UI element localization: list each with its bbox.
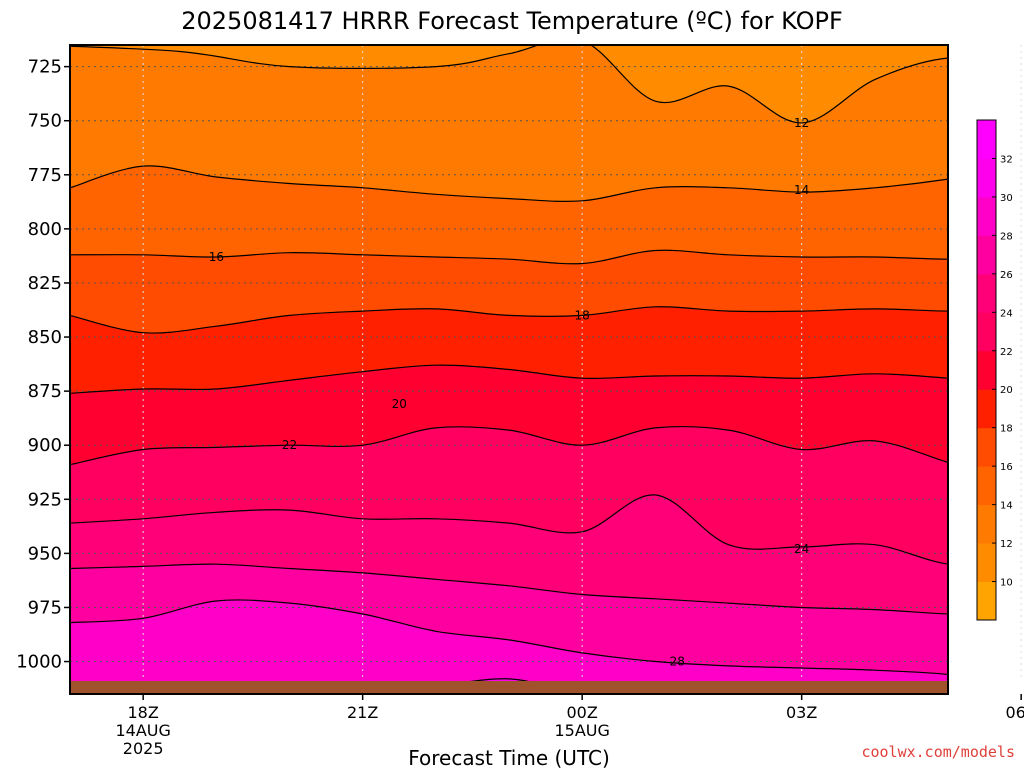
x-tick-label: 06Z: [1006, 703, 1024, 722]
colorbar-segment: [977, 235, 996, 275]
contour-line-18: [70, 306, 948, 334]
contour-line-14: [70, 165, 948, 202]
contour-label-24: 24: [794, 542, 809, 556]
colorbar-tick-label: 12: [1000, 539, 1013, 550]
y-tick-label: 975: [28, 597, 62, 618]
y-tick-label: 900: [28, 435, 62, 456]
y-tick-label: 850: [28, 327, 62, 348]
y-tick-label: 725: [28, 57, 62, 78]
contour-line-16: [70, 249, 948, 265]
contour-line-24: [70, 494, 948, 565]
x-tick-label: 15AUG: [554, 721, 609, 740]
x-axis-label: Forecast Time (UTC): [408, 746, 610, 768]
colorbar-segment: [977, 581, 996, 621]
colorbar-tick-label: 30: [1000, 193, 1013, 204]
contour-line-28: [70, 599, 948, 676]
colorbar-segment: [977, 120, 996, 159]
y-tick-label: 925: [28, 489, 62, 510]
y-tick-label: 875: [28, 381, 62, 402]
x-tick-label: 14AUG: [115, 721, 170, 740]
x-tick-label: 2025: [123, 739, 164, 758]
contour-label-12: 12: [794, 116, 809, 130]
y-tick-label: 750: [28, 111, 62, 132]
colorbar-tick-label: 14: [1000, 501, 1013, 512]
y-tick-label: 950: [28, 543, 62, 564]
y-tick-label: 825: [28, 273, 62, 294]
colorbar-segment: [977, 312, 996, 352]
y-axis-ticks: 725 750 775 800 825 850 875 900 925 950 975 1000: [16, 57, 70, 673]
colorbar-segment: [977, 389, 996, 429]
colorbar: 10 12 14 16 18 20 22 24 26 28 30 32: [976, 119, 1013, 621]
contour-lines: [70, 45, 948, 681]
colorbar-segment: [977, 350, 996, 390]
colorbar-segment: [977, 158, 996, 198]
chart-title: 2025081417 HRRR Forecast Temperature (ºC…: [181, 7, 843, 35]
y-tick-label: 1000: [16, 652, 62, 673]
contour-line-22: [70, 425, 948, 466]
x-tick-label: 18Z: [128, 703, 159, 722]
contour-line-12: [70, 45, 948, 124]
credit-text: coolwx.com/models: [861, 743, 1015, 761]
contour-label-22: 22: [282, 438, 297, 452]
x-tick-label: 00Z: [567, 703, 598, 722]
colorbar-segment: [977, 273, 996, 313]
y-tick-label: 800: [28, 219, 62, 240]
colorbar-tick-label: 32: [1000, 154, 1013, 165]
colorbar-tick-label: 10: [1000, 578, 1013, 589]
colorbar-tick-label: 28: [1000, 231, 1013, 242]
contour-label-18: 18: [575, 308, 590, 322]
contour-label-28: 28: [670, 655, 685, 669]
x-tick-label: 03Z: [786, 703, 817, 722]
contour-line-26: [70, 563, 948, 615]
x-tick-label: 21Z: [347, 703, 378, 722]
y-tick-label: 775: [28, 165, 62, 186]
colorbar-tick-label: 24: [1000, 308, 1013, 319]
contour-label-20: 20: [392, 397, 407, 411]
colorbar-segment: [977, 466, 996, 506]
colorbar-segment: [977, 504, 996, 544]
contour-line-30: [469, 678, 529, 681]
grid-lines: [70, 45, 1022, 681]
colorbar-tick-label: 26: [1000, 270, 1013, 281]
colorbar-segment: [977, 543, 996, 583]
contour-label-14: 14: [794, 183, 809, 197]
colorbar-segment: [977, 196, 996, 236]
ground-band: [70, 681, 948, 694]
contour-line-20: [70, 364, 948, 394]
colorbar-tick-label: 16: [1000, 462, 1013, 473]
x-axis-ticks: 18Z14AUG202521Z00Z15AUG03Z06Z09Z: [115, 694, 1024, 758]
contour-label-16: 16: [209, 250, 224, 264]
colorbar-tick-label: 22: [1000, 347, 1013, 358]
colorbar-frame: [976, 119, 997, 621]
colorbar-segment: [977, 427, 996, 467]
plot-frame: [69, 44, 949, 695]
colorbar-tick-label: 20: [1000, 385, 1013, 396]
temperature-fill-bands: [70, 45, 948, 681]
colorbar-tick-label: 18: [1000, 424, 1013, 435]
